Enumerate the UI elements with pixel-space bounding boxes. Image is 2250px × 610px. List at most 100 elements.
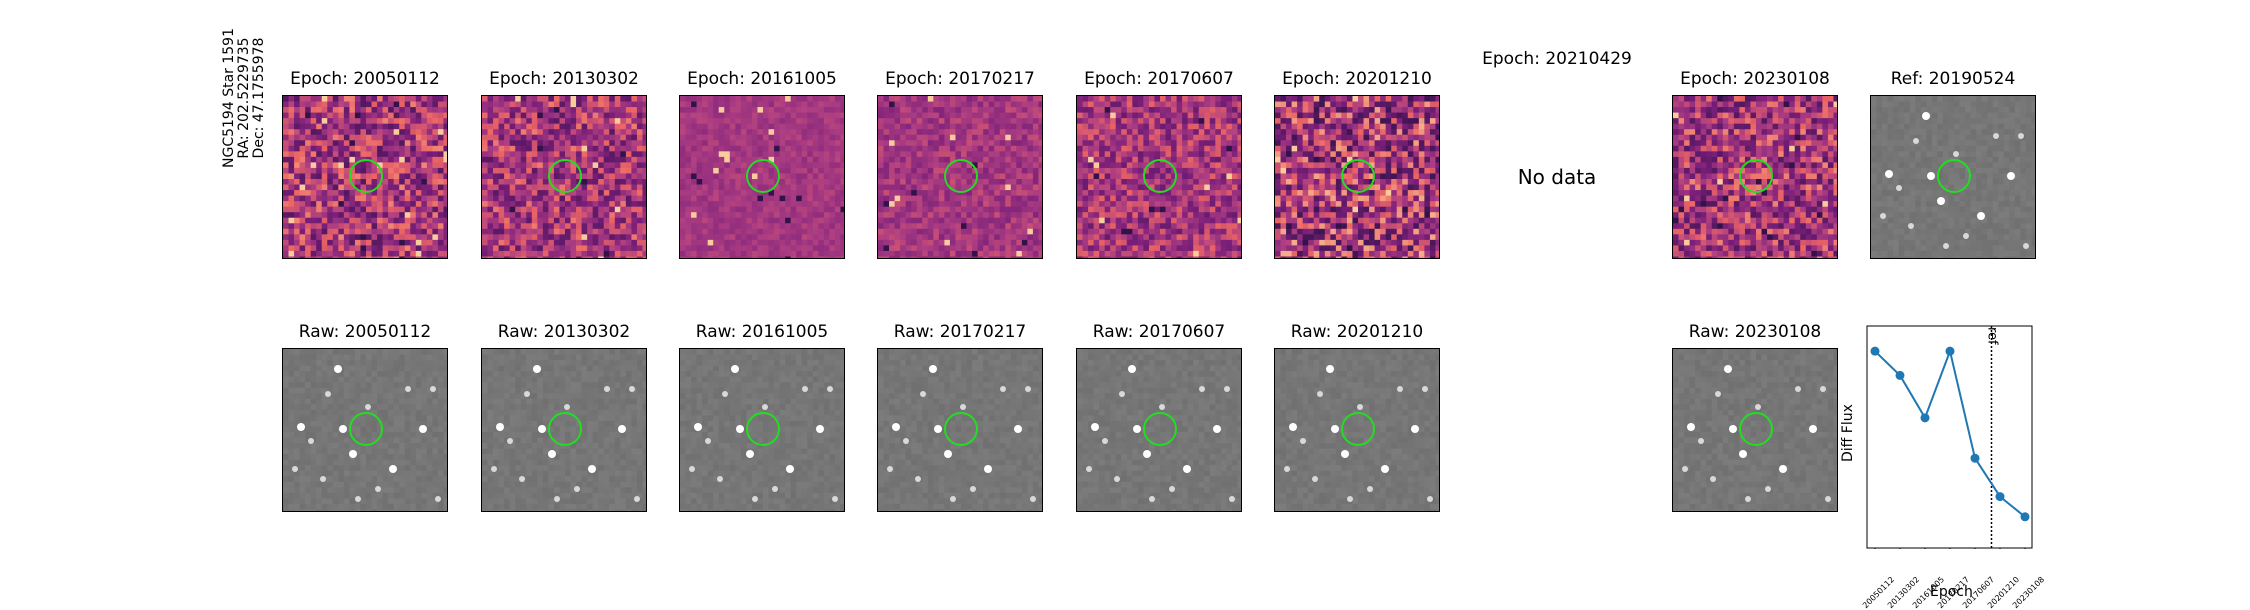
- star-name: NGC5194 Star 1591: [222, 18, 237, 178]
- raw-image-panel: [1672, 348, 1838, 512]
- diff-image: [1673, 96, 1838, 259]
- data-point: [1996, 492, 2005, 501]
- star-spot: [564, 404, 570, 410]
- star-spot: [524, 391, 530, 397]
- raw-image-panel: [282, 348, 448, 512]
- star-spot: [430, 386, 436, 392]
- star-spot: [752, 496, 758, 502]
- raw-image-panel: [1274, 348, 1440, 512]
- star-spot: [1169, 486, 1175, 492]
- raw-image-panel: [481, 348, 647, 512]
- star-spot: [519, 476, 525, 482]
- data-point: [2021, 512, 2030, 521]
- raw-image: [1077, 349, 1242, 512]
- star-spot: [1326, 365, 1334, 373]
- chart-frame: [1867, 326, 2032, 548]
- star-spot: [389, 465, 397, 473]
- star-spot: [689, 466, 695, 472]
- star-spot: [1014, 425, 1022, 433]
- star-spot: [1159, 404, 1165, 410]
- raw-image-panel: [1870, 95, 2036, 259]
- star-spot: [950, 496, 956, 502]
- star-spot: [1710, 476, 1716, 482]
- star-spot: [970, 486, 976, 492]
- diff-pixels: [680, 96, 845, 259]
- star-spot: [1213, 425, 1221, 433]
- star-spot: [1114, 476, 1120, 482]
- star-spot: [736, 425, 744, 433]
- star-spot: [1427, 496, 1433, 502]
- diff-image-panel: [481, 95, 647, 259]
- star-spot: [1795, 386, 1801, 392]
- star-spot: [892, 423, 900, 431]
- star-spot: [365, 404, 371, 410]
- star-spot: [1229, 496, 1235, 502]
- raw-panel-title: Raw: 20161005: [696, 322, 829, 342]
- star-spot: [588, 465, 596, 473]
- star-spot: [915, 476, 921, 482]
- diff-image: [1077, 96, 1242, 259]
- star-spot: [1927, 172, 1935, 180]
- raw-panel-title: Raw: 20050112: [299, 322, 432, 342]
- star-spot: [435, 496, 441, 502]
- star-spot: [1422, 386, 1428, 392]
- star-spot: [786, 465, 794, 473]
- raw-image-panel: [1076, 348, 1242, 512]
- star-spot: [1682, 466, 1688, 472]
- star-spot: [297, 423, 305, 431]
- star-spot: [1896, 185, 1902, 191]
- no-data-text: No data: [1518, 165, 1597, 189]
- star-spot: [944, 450, 952, 458]
- star-spot: [1880, 213, 1886, 219]
- data-point: [1871, 347, 1880, 356]
- star-spot: [1091, 423, 1099, 431]
- star-spot: [1765, 486, 1771, 492]
- star-ra: RA: 202.5229735: [237, 18, 252, 178]
- star-spot: [722, 391, 728, 397]
- star-spot: [419, 425, 427, 433]
- data-point: [1921, 413, 1930, 422]
- star-spot: [308, 438, 314, 444]
- diff-panel-title: Epoch: 20050112: [290, 69, 440, 89]
- diff-image: [680, 96, 845, 259]
- star-spot: [618, 425, 626, 433]
- diff-image: [878, 96, 1043, 259]
- data-point: [1946, 347, 1955, 356]
- star-spot: [574, 486, 580, 492]
- star-spot: [920, 391, 926, 397]
- star-spot: [827, 386, 833, 392]
- star-spot: [1284, 466, 1290, 472]
- raw-image: [878, 349, 1043, 512]
- star-spot: [1289, 423, 1297, 431]
- diff-image-panel: [1274, 95, 1440, 259]
- star-spot: [903, 438, 909, 444]
- star-spot: [762, 404, 768, 410]
- diff-panel-title: Epoch: 20170607: [1084, 69, 1234, 89]
- star-spot: [538, 425, 546, 433]
- star-spot: [1000, 386, 1006, 392]
- star-spot: [1331, 425, 1339, 433]
- star-spot: [934, 425, 942, 433]
- star-spot: [405, 386, 411, 392]
- star-spot: [1317, 391, 1323, 397]
- diff-panel-title: Epoch: 20161005: [687, 69, 837, 89]
- star-spot: [334, 365, 342, 373]
- raw-image: [1871, 96, 2036, 259]
- star-spot: [533, 365, 541, 373]
- star-spot: [1908, 223, 1914, 229]
- raw-panel-title: Raw: 20130302: [498, 322, 631, 342]
- star-spot: [1347, 496, 1353, 502]
- star-spot: [1687, 423, 1695, 431]
- star-spot: [1953, 151, 1959, 157]
- raw-panel-title: Raw: 20201210: [1291, 322, 1424, 342]
- diff-panel-title: Epoch: 20130302: [489, 69, 639, 89]
- star-spot: [1779, 465, 1787, 473]
- star-spot: [1143, 450, 1151, 458]
- star-spot: [554, 496, 560, 502]
- star-spot: [1312, 476, 1318, 482]
- star-spot: [355, 496, 361, 502]
- star-spot: [1745, 496, 1751, 502]
- star-spot: [339, 425, 347, 433]
- star-spot: [694, 423, 702, 431]
- star-spot: [1300, 438, 1306, 444]
